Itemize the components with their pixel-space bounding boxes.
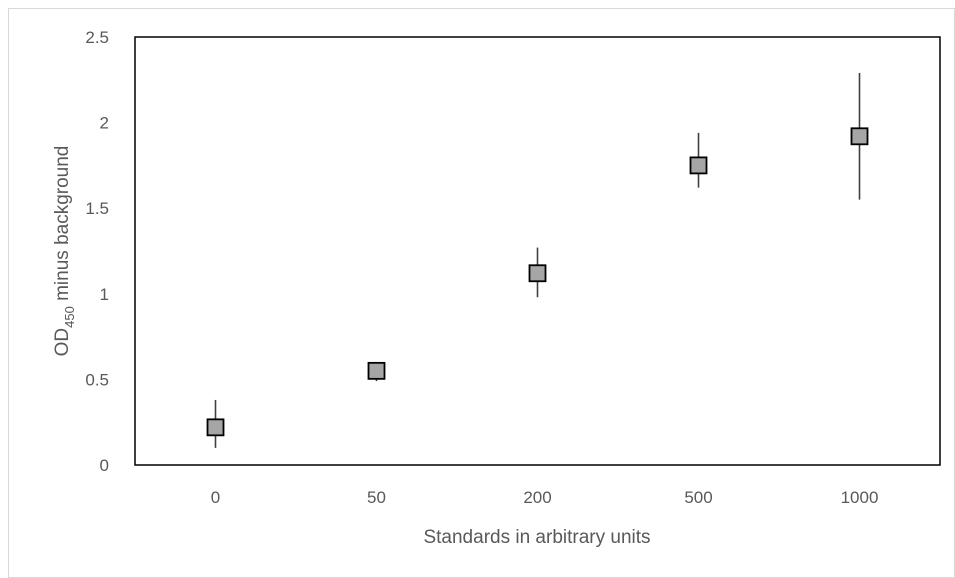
x-axis-ticks: 0 50 200 500 1000 (211, 488, 879, 507)
data-point-marker (367, 361, 386, 380)
y-tick-label: 2 (100, 114, 109, 133)
x-tick-label: 500 (684, 488, 712, 507)
data-point-marker (850, 127, 869, 146)
y-axis-title: OD450 minus background (52, 146, 77, 357)
x-tick-label: 50 (367, 488, 386, 507)
x-tick-label: 1000 (841, 488, 879, 507)
y-axis-ticks: 0 0.5 1 1.5 2 2.5 (85, 28, 109, 475)
chart-outer-border (8, 8, 955, 578)
x-tick-label: 200 (523, 488, 551, 507)
y-tick-label: 0.5 (85, 370, 109, 389)
y-axis-title-main: OD (52, 328, 73, 357)
data-point-marker (528, 264, 547, 283)
y-tick-label: 2.5 (85, 28, 109, 47)
y-axis-title-subscript: 450 (62, 306, 77, 328)
data-points (206, 127, 869, 437)
data-point-marker (689, 156, 708, 175)
x-axis-title: Standards in arbitrary units (423, 527, 650, 548)
y-tick-label: 1.5 (85, 199, 109, 218)
data-point-marker (206, 418, 225, 437)
y-axis-title-rest: minus background (52, 146, 73, 307)
plot-area-frame (134, 36, 941, 466)
x-tick-label: 0 (211, 488, 220, 507)
y-tick-label: 1 (100, 285, 109, 304)
y-tick-label: 0 (100, 456, 109, 475)
